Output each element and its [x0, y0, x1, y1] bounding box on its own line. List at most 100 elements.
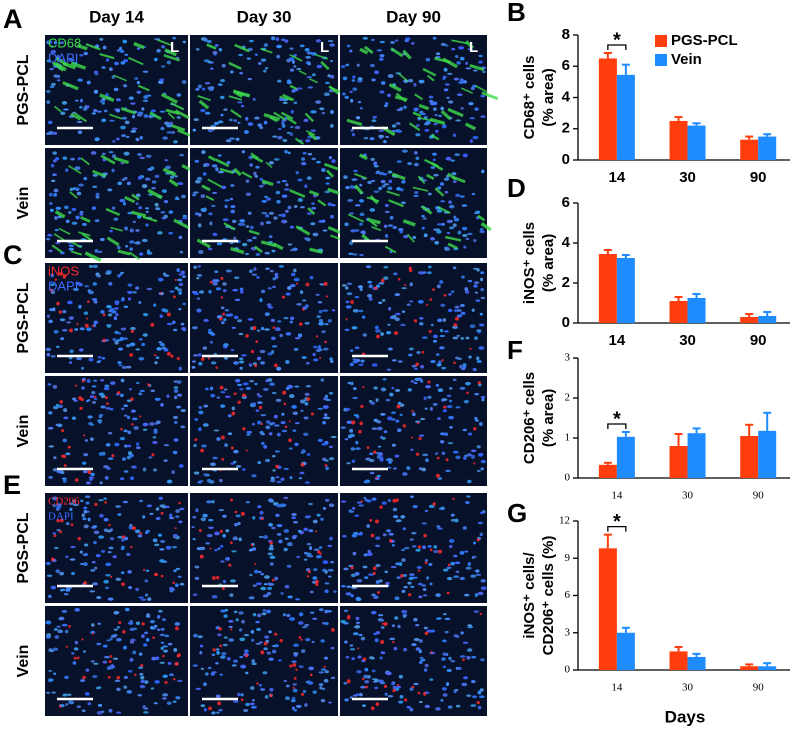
- nucleus: [202, 513, 208, 518]
- stain-signal: [324, 464, 328, 467]
- stain-signal: [58, 227, 71, 235]
- nucleus: [387, 466, 392, 469]
- nucleus: [216, 648, 220, 651]
- significance-bracket: [607, 44, 627, 50]
- significance-mark: *: [613, 408, 621, 430]
- nucleus: [295, 171, 300, 175]
- stain-signal: [228, 95, 242, 101]
- stain-signal: [306, 397, 311, 402]
- error-bar: [745, 423, 754, 436]
- nucleus: [98, 535, 105, 539]
- nucleus: [344, 222, 349, 227]
- nucleus: [396, 160, 402, 163]
- nucleus: [276, 54, 281, 59]
- nucleus: [349, 49, 353, 53]
- nucleus: [179, 250, 184, 254]
- nucleus: [194, 576, 200, 580]
- nucleus: [378, 186, 383, 191]
- nucleus: [221, 651, 227, 656]
- nucleus: [448, 387, 453, 390]
- nucleus: [216, 242, 223, 246]
- nucleus: [120, 61, 126, 65]
- nucleus: [104, 93, 110, 97]
- nucleus: [179, 153, 185, 157]
- nucleus: [173, 140, 178, 144]
- stain-signal: [76, 322, 79, 325]
- nucleus: [324, 498, 330, 502]
- y-tick-label: 6: [562, 194, 570, 211]
- stain-signal: [319, 357, 322, 360]
- nucleus: [90, 423, 95, 426]
- nucleus: [388, 306, 392, 311]
- nucleus: [80, 499, 84, 503]
- stain-signal: [230, 246, 245, 255]
- stain-signal: [108, 523, 111, 527]
- nucleus: [259, 641, 263, 644]
- nucleus: [352, 506, 356, 510]
- nucleus: [120, 378, 125, 383]
- nucleus: [88, 264, 93, 268]
- nucleus: [435, 707, 441, 711]
- nucleus: [293, 64, 297, 68]
- nucleus: [91, 112, 97, 115]
- nucleus: [61, 100, 68, 105]
- nucleus: [435, 383, 440, 387]
- nucleus: [139, 389, 146, 393]
- nucleus: [81, 366, 85, 370]
- nucleus: [92, 282, 97, 286]
- nucleus: [71, 221, 78, 225]
- nucleus: [126, 344, 131, 348]
- nucleus: [155, 507, 160, 511]
- nucleus: [180, 425, 186, 429]
- nucleus: [111, 168, 115, 173]
- nucleus: [49, 202, 53, 205]
- nucleus: [281, 179, 288, 183]
- nucleus: [465, 336, 469, 340]
- stain-signal: [59, 530, 63, 534]
- nucleus: [225, 139, 232, 143]
- stain-signal: [446, 591, 450, 595]
- nucleus: [315, 39, 322, 43]
- column-label: Day 30: [237, 7, 292, 26]
- nucleus: [328, 156, 333, 160]
- nucleus: [430, 237, 436, 241]
- nucleus: [114, 330, 119, 335]
- nucleus: [280, 477, 285, 481]
- nucleus: [214, 531, 220, 536]
- nucleus: [391, 359, 397, 362]
- nucleus: [374, 678, 380, 682]
- nucleus: [142, 467, 147, 472]
- nucleus: [409, 707, 414, 712]
- nucleus: [285, 360, 290, 365]
- stain-signal: [221, 458, 225, 461]
- stain-signal: [447, 563, 451, 567]
- nucleus: [174, 286, 179, 290]
- nucleus: [473, 238, 477, 243]
- stain-signal: [160, 92, 178, 104]
- nucleus: [257, 123, 263, 128]
- nucleus: [362, 333, 367, 337]
- y-tick-label: 1: [565, 432, 571, 444]
- bar: [669, 446, 688, 478]
- nucleus: [296, 67, 302, 71]
- nucleus: [458, 81, 465, 84]
- nucleus: [312, 690, 317, 694]
- nucleus: [119, 436, 126, 441]
- nucleus: [329, 357, 333, 361]
- nucleus: [452, 336, 459, 340]
- nucleus: [218, 509, 225, 512]
- nucleus: [325, 182, 330, 185]
- nucleus: [83, 51, 88, 56]
- nucleus: [384, 203, 389, 208]
- nucleus: [232, 288, 239, 292]
- stain-signal: [76, 43, 88, 51]
- nucleus: [156, 231, 163, 235]
- stain-signal: [209, 547, 212, 550]
- stain-signal: [394, 331, 398, 336]
- y-tick-label: 4: [562, 234, 571, 251]
- nucleus: [172, 320, 176, 325]
- stain-signal: [396, 404, 401, 409]
- nucleus: [462, 428, 468, 432]
- nucleus: [480, 271, 485, 275]
- nucleus: [262, 535, 269, 540]
